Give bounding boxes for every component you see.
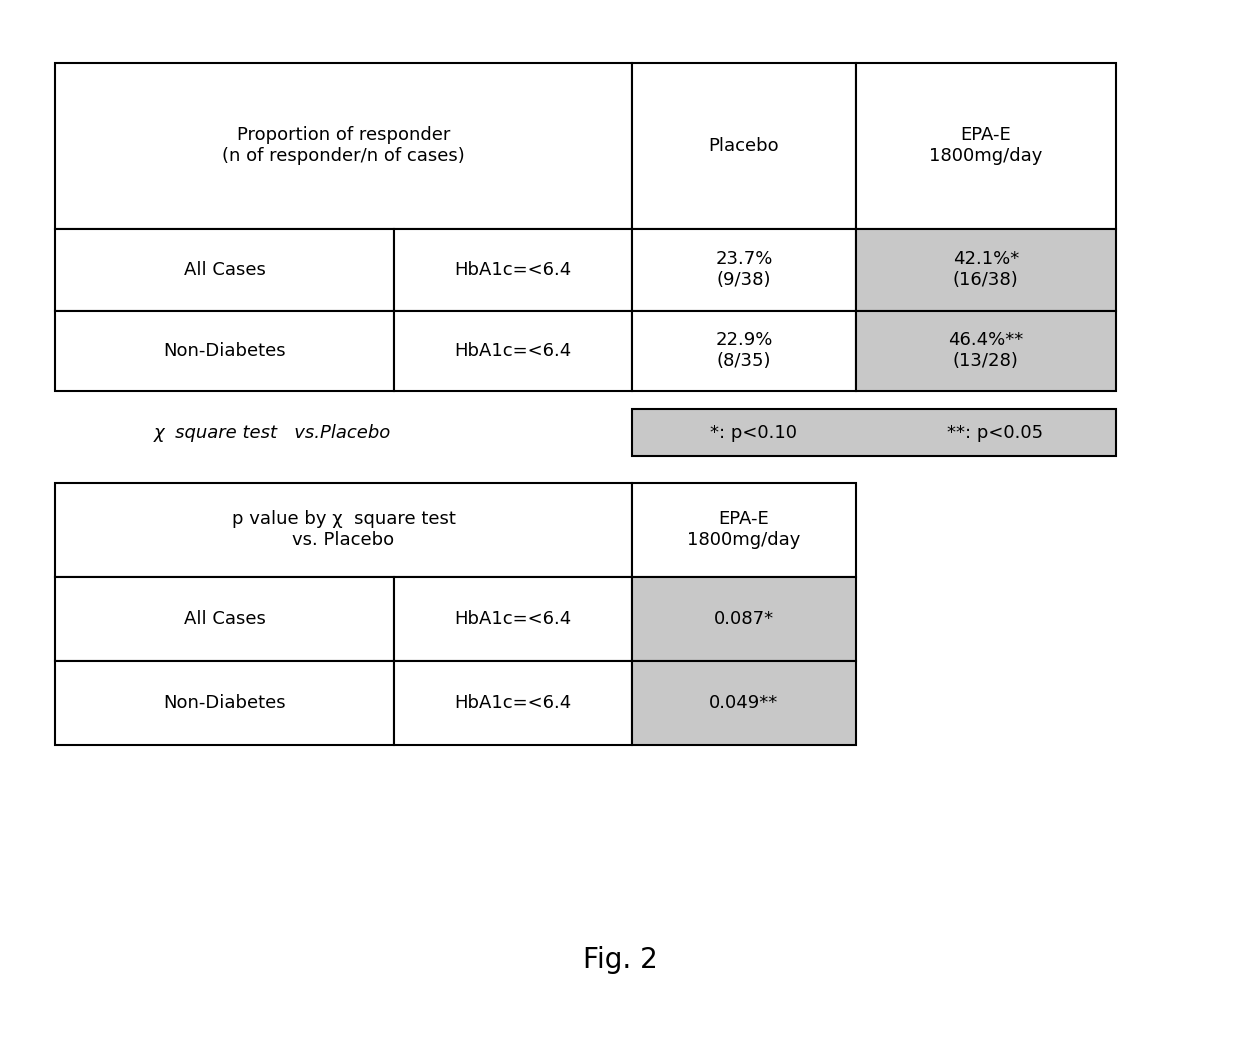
Text: HbA1c=<6.4: HbA1c=<6.4 — [455, 260, 572, 279]
Text: Proportion of responder
(n of responder/n of cases): Proportion of responder (n of responder/… — [222, 127, 465, 165]
Text: 46.4%**
(13/28): 46.4%** (13/28) — [949, 331, 1023, 370]
Text: *: p<0.10: *: p<0.10 — [709, 424, 797, 442]
Text: All Cases: All Cases — [184, 260, 265, 279]
Bar — [55, 577, 394, 661]
Bar — [632, 229, 856, 311]
Text: 0.049**: 0.049** — [709, 693, 779, 712]
Bar — [632, 483, 856, 577]
Bar — [856, 229, 1116, 311]
Text: 23.7%
(9/38): 23.7% (9/38) — [715, 251, 773, 288]
Bar — [632, 577, 856, 661]
Text: p value by χ  square test
vs. Placebo: p value by χ square test vs. Placebo — [232, 511, 455, 549]
Text: Non-Diabetes: Non-Diabetes — [164, 342, 285, 360]
Text: HbA1c=<6.4: HbA1c=<6.4 — [455, 342, 572, 360]
Text: χ  square test   vs.Placebo: χ square test vs.Placebo — [154, 424, 392, 442]
Text: **: p<0.05: **: p<0.05 — [947, 424, 1043, 442]
Bar — [55, 311, 394, 391]
Bar — [55, 229, 394, 311]
Bar — [632, 63, 856, 229]
Bar — [394, 661, 632, 745]
Text: HbA1c=<6.4: HbA1c=<6.4 — [455, 693, 572, 712]
Text: Fig. 2: Fig. 2 — [583, 946, 657, 973]
Text: Non-Diabetes: Non-Diabetes — [164, 693, 285, 712]
Text: 22.9%
(8/35): 22.9% (8/35) — [715, 331, 773, 370]
Text: HbA1c=<6.4: HbA1c=<6.4 — [455, 609, 572, 628]
Bar — [55, 483, 632, 577]
Bar — [632, 409, 1116, 456]
Bar — [55, 661, 394, 745]
Text: 42.1%*
(16/38): 42.1%* (16/38) — [952, 251, 1019, 288]
Bar — [55, 63, 632, 229]
Text: EPA-E
1800mg/day: EPA-E 1800mg/day — [929, 127, 1043, 165]
Bar — [856, 63, 1116, 229]
Text: All Cases: All Cases — [184, 609, 265, 628]
Bar — [394, 577, 632, 661]
Bar — [632, 311, 856, 391]
Bar — [632, 661, 856, 745]
Text: EPA-E
1800mg/day: EPA-E 1800mg/day — [687, 511, 801, 549]
Text: 0.087*: 0.087* — [714, 609, 774, 628]
Text: Placebo: Placebo — [709, 136, 779, 155]
Bar — [394, 311, 632, 391]
Bar — [394, 229, 632, 311]
Bar — [856, 311, 1116, 391]
